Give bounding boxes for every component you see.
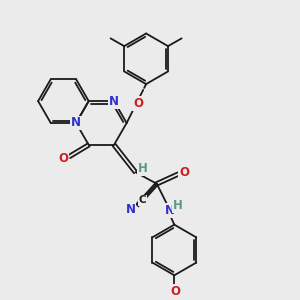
Text: H: H	[138, 162, 148, 175]
Text: N: N	[125, 202, 136, 216]
Text: O: O	[170, 285, 180, 298]
Text: N: N	[109, 94, 119, 108]
Text: C: C	[138, 195, 146, 206]
Text: H: H	[173, 199, 183, 212]
Text: O: O	[179, 166, 189, 178]
Text: O: O	[58, 152, 68, 165]
Text: N: N	[71, 116, 81, 130]
Text: O: O	[133, 97, 143, 110]
Text: N: N	[164, 204, 175, 217]
